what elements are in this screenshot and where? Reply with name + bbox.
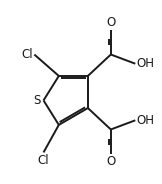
Text: S: S	[34, 94, 41, 107]
Text: O: O	[106, 155, 116, 169]
Text: Cl: Cl	[21, 48, 33, 61]
Text: OH: OH	[137, 114, 155, 127]
Text: OH: OH	[137, 57, 155, 70]
Text: O: O	[106, 15, 116, 29]
Text: Cl: Cl	[38, 154, 49, 167]
